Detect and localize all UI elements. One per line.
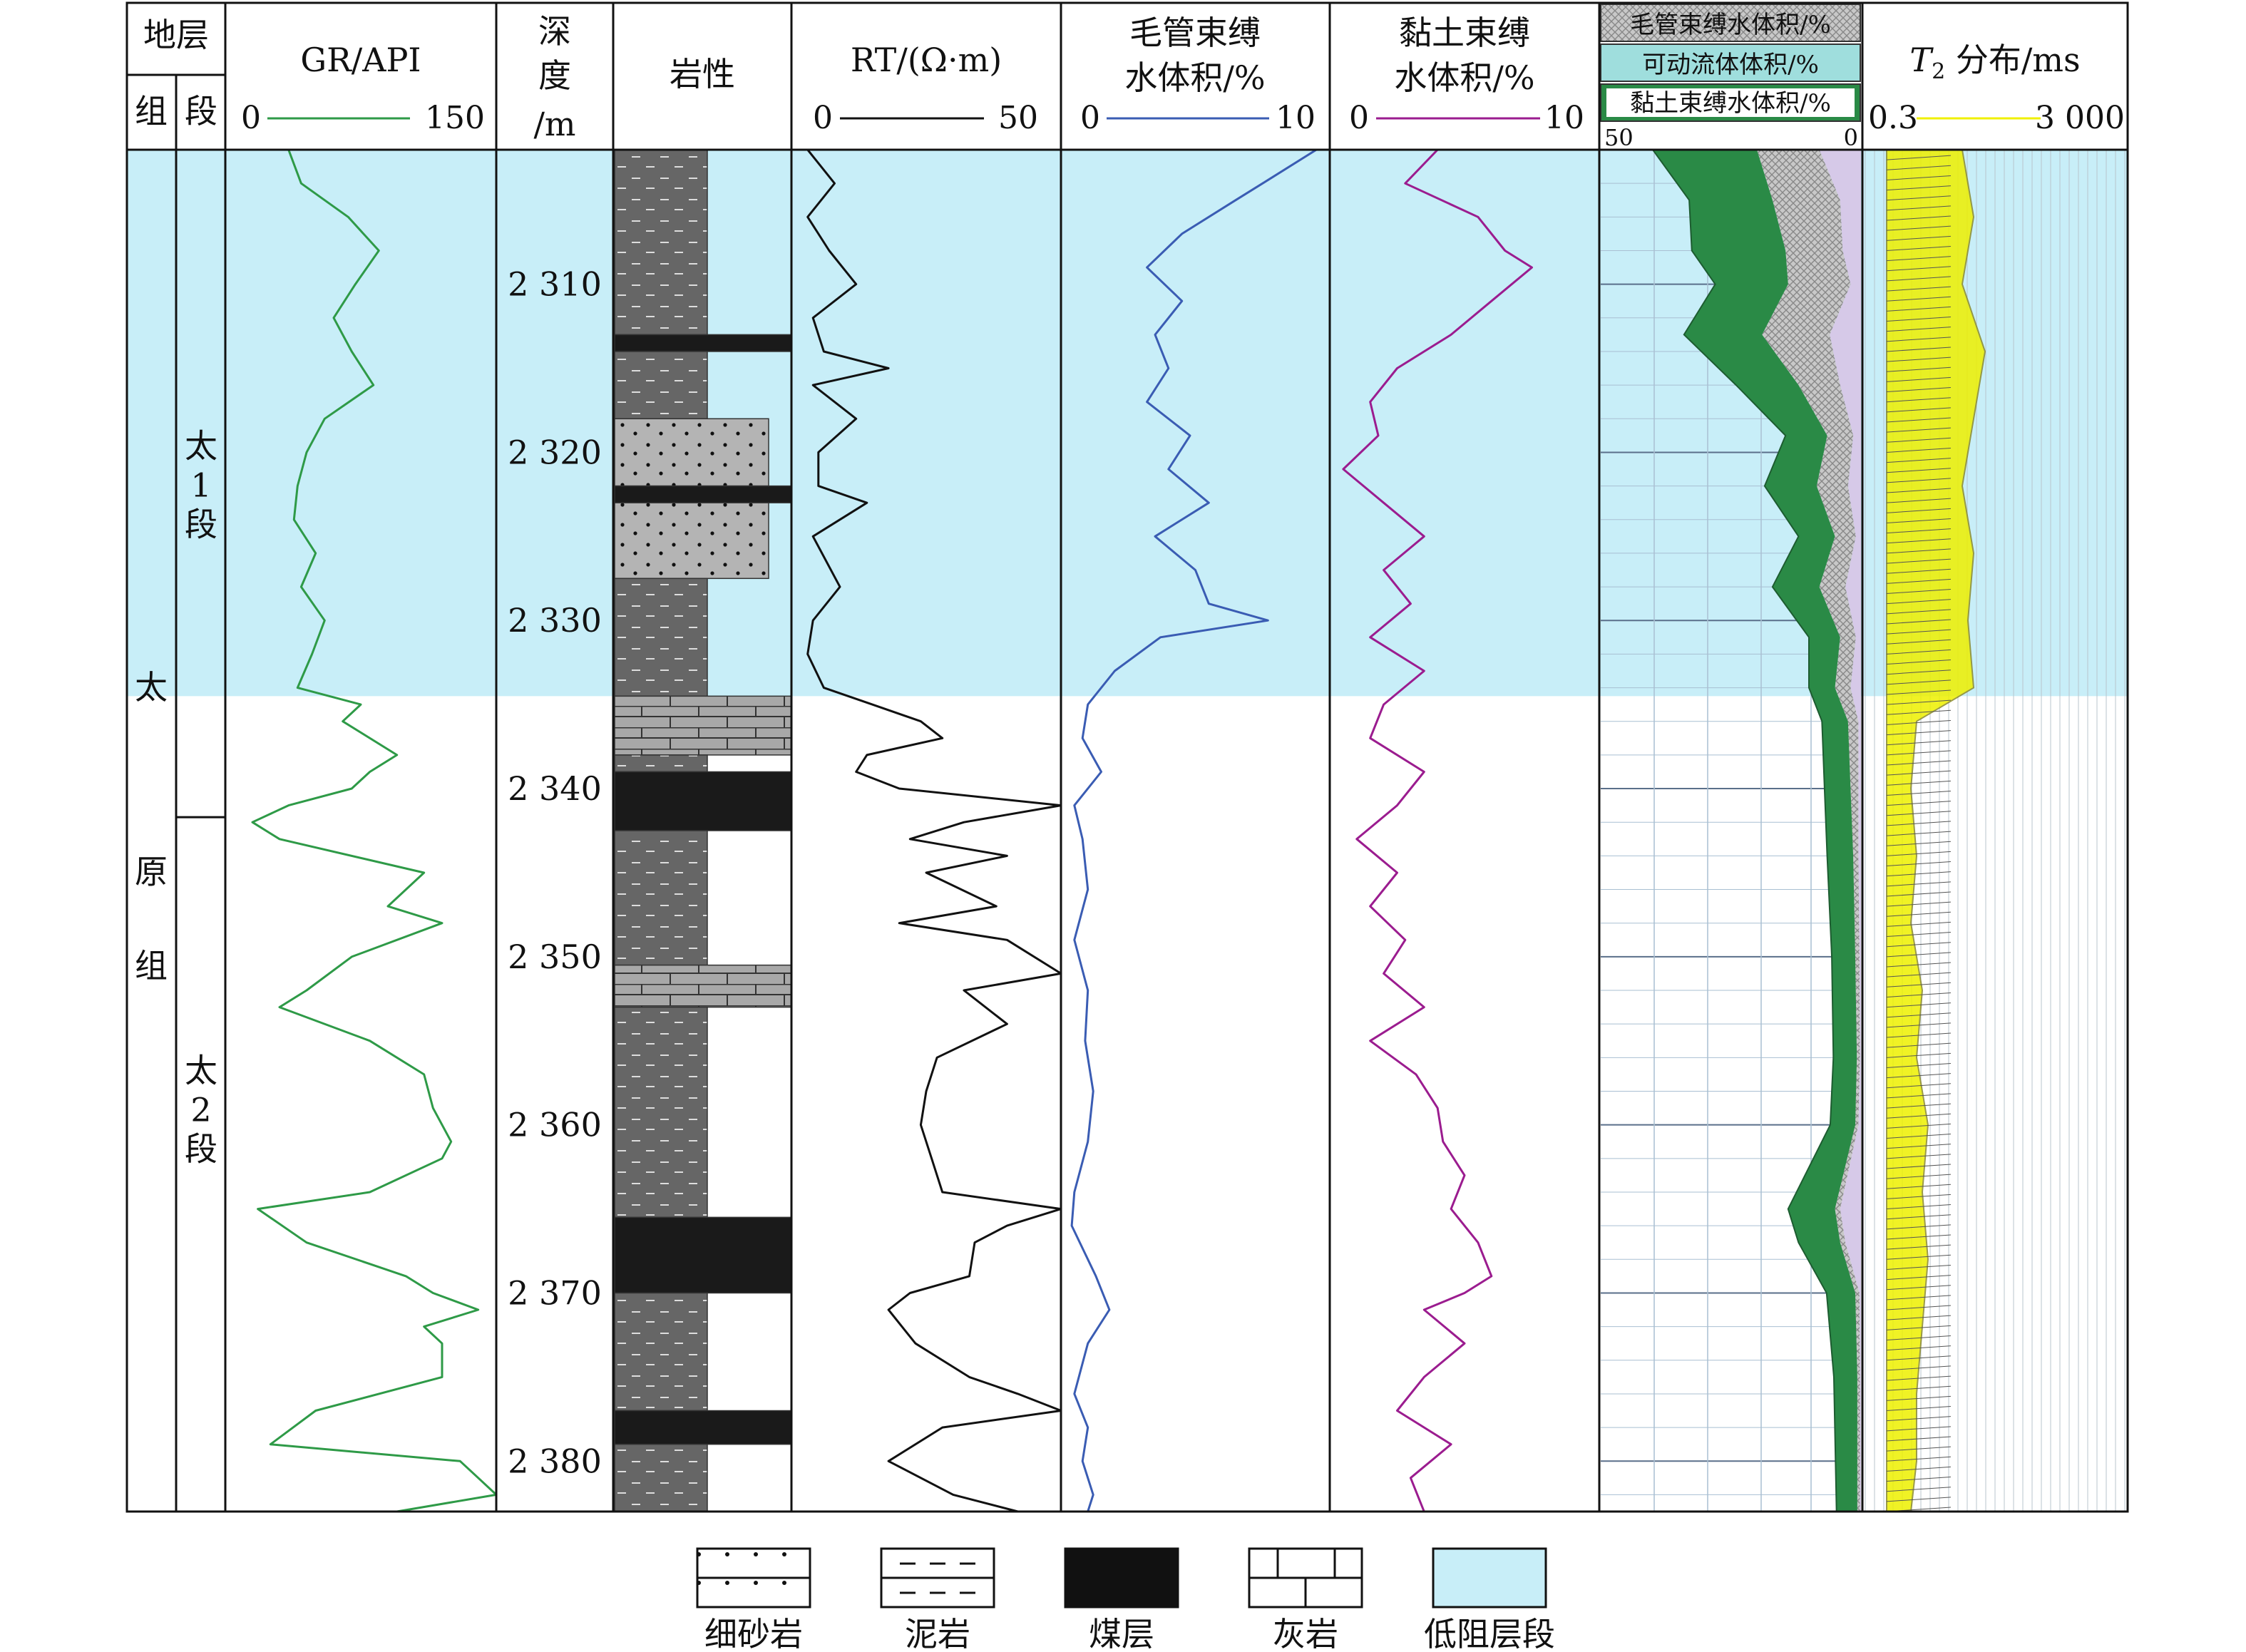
member1-label-char: 太 — [185, 427, 217, 466]
log-curves — [251, 150, 1533, 1512]
rt-curve — [806, 150, 1062, 1512]
header-fluid-legend-movable: 可动流体体积/% — [1642, 51, 1819, 79]
header-fluid-max: 0 — [1844, 124, 1858, 151]
legend-coal-label: 煤层 — [1089, 1615, 1154, 1652]
lithology-legend: 细砂岩 泥岩 煤层 灰岩 低阻层段 — [696, 1547, 1555, 1652]
depth-tick-label: 2 320 — [508, 433, 602, 471]
header-gr-label: GR/API — [300, 41, 421, 79]
header-clay-line1: 黏土束缚 — [1399, 14, 1530, 52]
member2-label-char: 2 — [190, 1091, 211, 1129]
depth-tick-label: 2 360 — [508, 1106, 602, 1144]
header-stratum: 地层 — [143, 16, 209, 54]
capillary-bound-area — [1757, 150, 1860, 1512]
header-rt-max: 50 — [998, 100, 1038, 136]
header-capillary-line2: 水体积/% — [1124, 58, 1265, 97]
capillary-water-curve — [1070, 150, 1317, 1512]
legend-lowres-label: 低阻层段 — [1424, 1615, 1555, 1652]
legend-lowres-swatch — [1432, 1547, 1547, 1609]
lithology-bed-coal — [614, 334, 792, 352]
header-capillary-line1: 毛管束缚 — [1129, 14, 1261, 52]
header-depth-line3: /m — [533, 105, 575, 143]
depth-tick-label: 2 330 — [508, 601, 602, 640]
member2-label-char: 段 — [185, 1130, 217, 1169]
lithology-bed-sandstone — [614, 418, 769, 487]
lithology-bed-mudstone — [614, 1292, 708, 1412]
clay-bound-outline — [1652, 150, 1837, 1512]
lithology-bed-mudstone — [614, 754, 708, 773]
legend-mudstone-label: 泥岩 — [905, 1615, 970, 1652]
lithology-bed-mudstone — [614, 1006, 708, 1219]
fluid-volume-track — [1652, 150, 1861, 1512]
lithology-bed-mudstone — [614, 1443, 708, 1512]
depth-tick-label: 2 370 — [508, 1273, 602, 1312]
member1-label-char: 段 — [185, 506, 217, 544]
clay-bound-area — [1653, 150, 1857, 1512]
header-member: 段 — [185, 92, 217, 130]
clay-water-curve — [1342, 150, 1533, 1512]
lithology-bed-sandstone — [614, 502, 769, 580]
header-depth-line2: 度 — [538, 56, 571, 95]
table-frame — [125, 1, 2129, 1513]
legend-sandstone-label: 细砂岩 — [704, 1615, 803, 1652]
header-rt-min: 0 — [813, 100, 833, 136]
member2-label-char: 太 — [185, 1052, 217, 1090]
lithology-bed-limestone — [614, 695, 792, 756]
header-depth-line1: 深 — [538, 12, 571, 51]
header-gr-max: 150 — [425, 100, 485, 136]
header-fluid-legend-capillary: 毛管束缚水体积/% — [1630, 11, 1831, 39]
fluid-legend-clay-inner — [1606, 88, 1855, 117]
depth-tick-label: 2 340 — [508, 769, 602, 808]
fluid-legend-capillary-box — [1600, 4, 1861, 42]
header-gr-min: 0 — [241, 100, 261, 136]
legend-coal-swatch — [1064, 1547, 1179, 1609]
lithology-bed-mudstone — [614, 150, 708, 336]
header-clay-min: 0 — [1349, 100, 1369, 136]
depth-tick-label: 2 380 — [508, 1442, 602, 1480]
lithology-bed-coal — [614, 485, 792, 503]
header-t2-max: 3 000 — [2035, 100, 2125, 136]
movable-fluid-area — [1819, 150, 1861, 1512]
formation-label-char: 原 — [135, 852, 168, 891]
lithology-bed-coal — [614, 1410, 792, 1445]
header-clay-max: 10 — [1544, 100, 1584, 136]
lithology-bed-mudstone — [614, 578, 708, 697]
t2-distribution-area — [1886, 150, 1986, 1512]
header-fluid-min: 50 — [1604, 124, 1634, 151]
lithology-bed-limestone — [614, 964, 792, 1008]
legend-limestone-label: 灰岩 — [1273, 1615, 1338, 1652]
header-capillary-min: 0 — [1080, 100, 1100, 136]
formation-label-char: 太 — [135, 668, 168, 707]
header-t2-label: T2 分布/ms — [1909, 41, 2080, 84]
lithology-bed-coal — [614, 1216, 792, 1294]
depth-tick-label: 2 350 — [508, 938, 602, 976]
depth-axis: 2 310 2 320 2 330 2 340 2 350 2 360 2 370 2 380 — [508, 265, 602, 1481]
gr-curve — [251, 150, 498, 1512]
header-clay-line2: 水体积/% — [1394, 58, 1534, 97]
header-lithology: 岩性 — [670, 55, 735, 93]
depth-tick-label: 2 310 — [508, 265, 602, 304]
header-capillary-max: 10 — [1276, 100, 1316, 136]
lithology-track — [614, 150, 792, 1512]
header-t2-min: 0.3 — [1868, 100, 1918, 136]
header-fluid-legend-clay: 黏土束缚水体积/% — [1630, 89, 1831, 118]
lithology-bed-mudstone — [614, 351, 708, 420]
lithology-bed-mudstone — [614, 830, 708, 966]
header-rt-label: RT/(Ω·m) — [851, 41, 1002, 79]
member1-label-char: 1 — [190, 466, 211, 505]
formation-label-char: 组 — [135, 946, 168, 985]
t2-distribution-track — [1886, 150, 1986, 1512]
fluid-legend-movable-box — [1600, 43, 1861, 82]
lithology-bed-coal — [614, 771, 792, 831]
header-formation: 组 — [135, 92, 168, 130]
